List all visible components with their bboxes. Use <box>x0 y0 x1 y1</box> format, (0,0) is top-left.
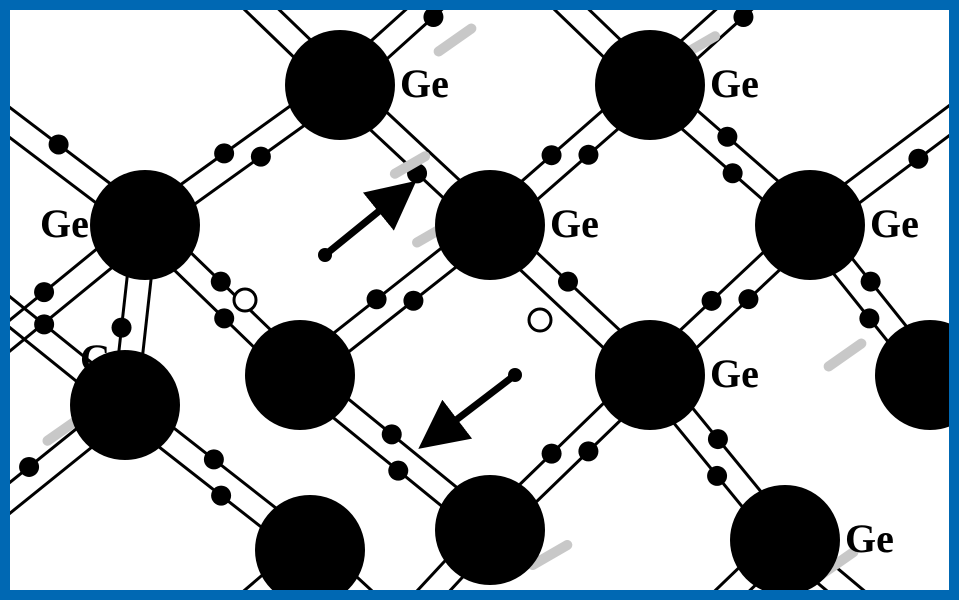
diagram-frame: Ge Ge Ge Ge Ge Ge Ge Ge <box>0 0 959 600</box>
electron <box>211 272 231 292</box>
atom-ge <box>435 475 545 585</box>
electron <box>708 429 728 449</box>
electron <box>542 145 562 165</box>
atom-label: Ge <box>80 335 129 382</box>
atom-ge <box>595 320 705 430</box>
electron-hole <box>234 289 256 311</box>
atom-ge <box>595 30 705 140</box>
electron <box>723 163 743 183</box>
atom-label: Ge <box>845 515 894 562</box>
electron <box>251 147 271 167</box>
electron <box>578 145 598 165</box>
atom-ge <box>435 170 545 280</box>
smudge <box>829 344 862 367</box>
electron <box>388 461 408 481</box>
atom-ge <box>730 485 840 590</box>
atom-ge <box>285 30 395 140</box>
electron <box>707 466 727 486</box>
atom-label: Ge <box>40 200 89 247</box>
drift-arrow <box>325 190 405 255</box>
atom-label: Ge <box>710 60 759 107</box>
atom-ge <box>255 495 365 590</box>
atom-ge <box>755 170 865 280</box>
atom-label: Ge <box>400 60 449 107</box>
electron <box>542 444 562 464</box>
electron <box>702 291 722 311</box>
diagram-viewport: Ge Ge Ge Ge Ge Ge Ge Ge <box>10 10 949 590</box>
electron <box>908 149 928 169</box>
electron <box>34 314 54 334</box>
electron <box>34 282 54 302</box>
electron <box>214 143 234 163</box>
electron <box>49 134 69 154</box>
atom-label: Ge <box>710 350 759 397</box>
electron <box>578 441 598 461</box>
electron <box>859 308 879 328</box>
electron-hole <box>529 309 551 331</box>
atom-label: Ge <box>550 200 599 247</box>
electron <box>19 457 39 477</box>
electron <box>211 486 231 506</box>
electron <box>738 289 758 309</box>
electron <box>382 424 402 444</box>
electron <box>558 272 578 292</box>
drift-arrow <box>430 375 515 440</box>
lattice-svg <box>10 10 949 590</box>
atom-ge <box>875 320 949 430</box>
electron <box>204 449 224 469</box>
atom-label: Ge <box>870 200 919 247</box>
electron <box>717 127 737 147</box>
atom-ge <box>90 170 200 280</box>
atom-ge <box>245 320 355 430</box>
electron <box>861 272 881 292</box>
electron <box>403 291 423 311</box>
smudge <box>439 29 472 52</box>
electron <box>367 289 387 309</box>
electron <box>214 308 234 328</box>
